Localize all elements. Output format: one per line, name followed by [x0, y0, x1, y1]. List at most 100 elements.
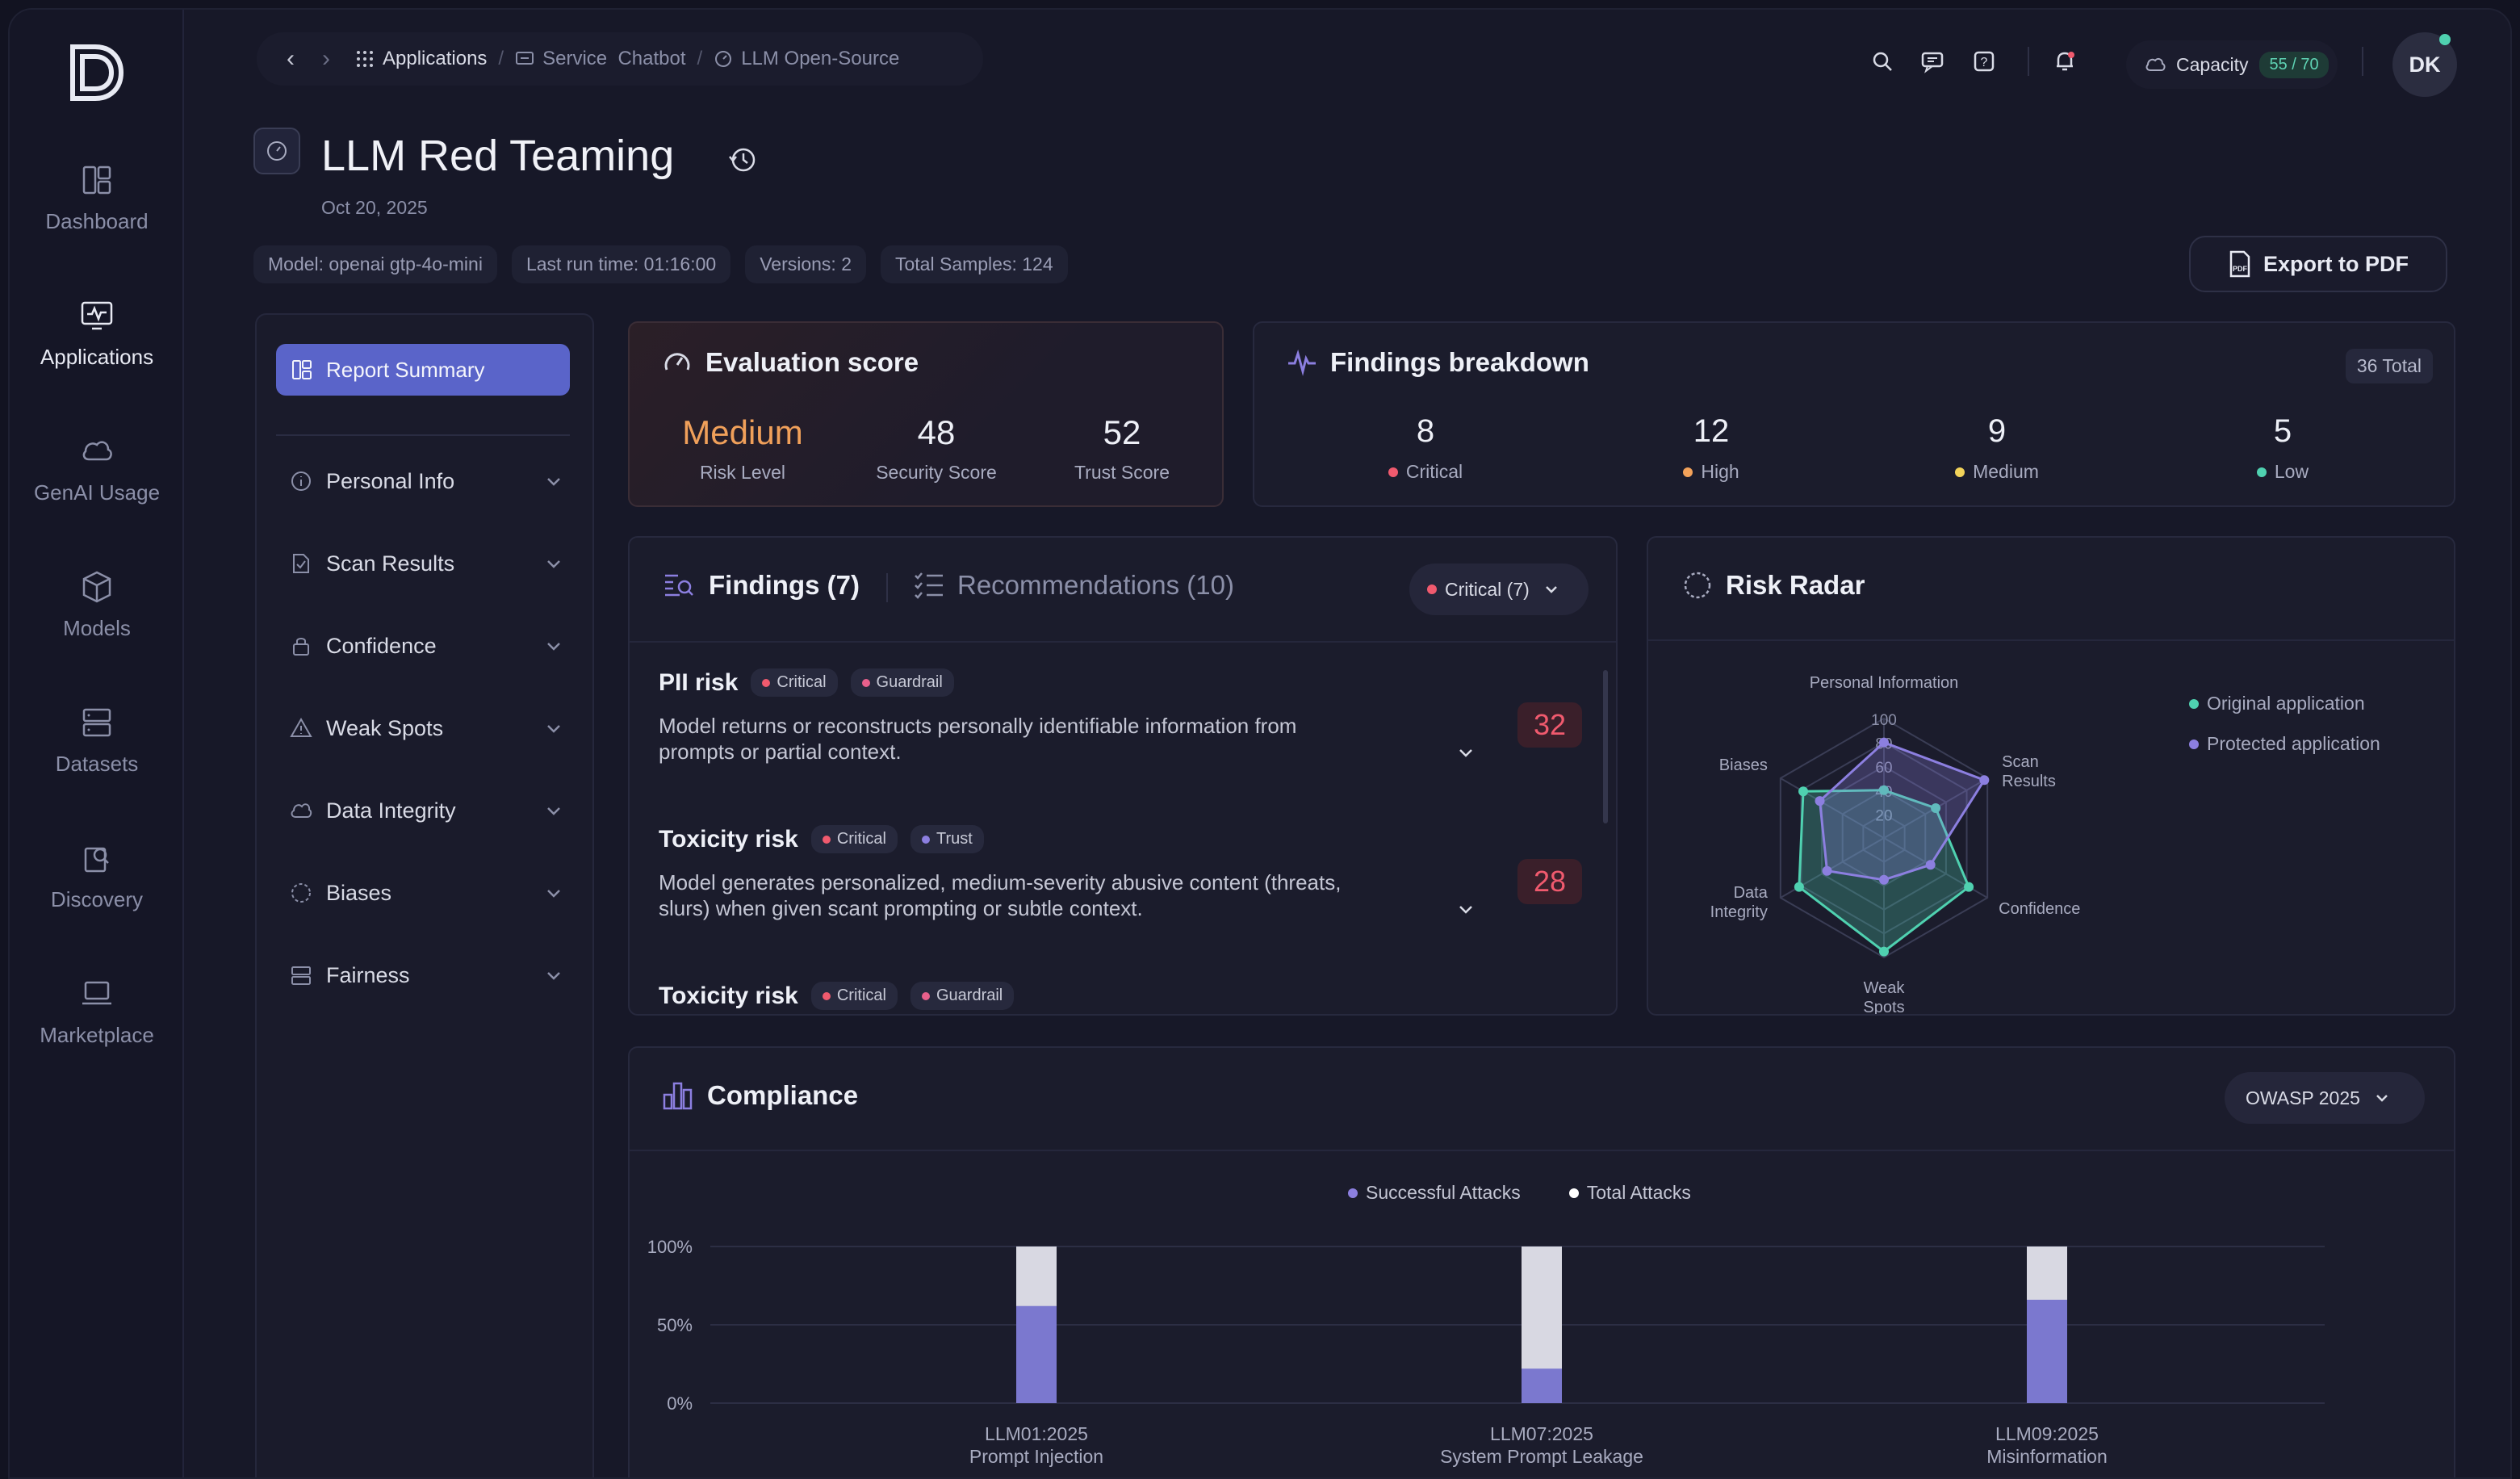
chevron-down-icon	[547, 725, 560, 733]
breadcrumb-applications[interactable]: Applications	[355, 48, 487, 70]
menu-weak-spots[interactable]: Weak Spots	[289, 704, 563, 752]
risk-level-metric: Medium Risk Level	[662, 413, 823, 484]
messages-icon[interactable]	[1919, 48, 1945, 74]
menu-confidence[interactable]: Confidence	[289, 622, 563, 670]
history-icon[interactable]	[726, 144, 759, 176]
online-status-dot	[2439, 34, 2451, 45]
radar-point	[1879, 874, 1889, 885]
finding-item[interactable]: PII risk Critical Guardrail Model returns o…	[659, 668, 1582, 765]
x-tick-name: System Prompt Leakage	[1440, 1446, 1643, 1467]
menu-scan-results[interactable]: Scan Results	[289, 539, 563, 588]
chevron-down-icon[interactable]	[1456, 743, 1476, 762]
legend-protected-label: Protected application	[2207, 733, 2380, 754]
finding-title: Toxicity risk	[659, 982, 798, 1009]
severity-filter-dropdown[interactable]: Critical (7)	[1409, 564, 1589, 615]
breakdown-medium: 9 Medium	[1900, 413, 2094, 483]
breadcrumb-service-chatbot[interactable]: Service Chatbot	[515, 48, 686, 70]
capacity-indicator[interactable]: Capacity 55 / 70	[2126, 40, 2338, 89]
menu-personal-info[interactable]: Personal Info	[289, 457, 563, 505]
nav-dashboard[interactable]: Dashboard	[10, 145, 184, 250]
breadcrumb-separator: /	[697, 48, 703, 69]
export-pdf-button[interactable]: PDF Export to PDF	[2189, 236, 2447, 292]
radar-point	[1925, 860, 1936, 870]
tab-findings[interactable]: Findings (7)	[663, 570, 860, 601]
scan-results-icon	[293, 554, 309, 573]
gauge-icon	[267, 141, 287, 161]
severity-dot	[2256, 467, 2267, 477]
meta-model: Model: openai gtp-4o-mini	[253, 245, 497, 283]
radar-axis-label-line: Integrity	[1710, 903, 1768, 921]
critical-dot	[1427, 584, 1437, 594]
breadcrumb: ‹ › Applications / Service Chatbot / LLM…	[257, 32, 983, 86]
dashboard-icon	[82, 165, 111, 194]
meta-total-samples: Total Samples: 124	[881, 245, 1068, 283]
forward-button[interactable]: ›	[322, 45, 330, 72]
findings-breakdown-title-text: Findings breakdown	[1330, 347, 1589, 377]
chevron-down-icon	[547, 560, 560, 568]
severity-dot	[1388, 467, 1398, 477]
x-tick-name: Misinformation	[1986, 1446, 2108, 1467]
menu-data-integrity[interactable]: Data Integrity	[289, 786, 563, 835]
pdf-icon: PDF	[2229, 250, 2250, 278]
evaluation-score-title: Evaluation score	[662, 347, 919, 378]
risk-radar-chart: 10080604020Personal InformationScanResul…	[1710, 674, 2081, 1014]
finding-tag: Guardrail	[850, 668, 954, 697]
help-icon[interactable]: ?	[1971, 48, 1997, 74]
finding-header: Toxicity risk Critical Trust	[659, 825, 1579, 853]
radar-axis-label: Biases	[1719, 756, 1768, 774]
breadcrumb-llm-open-source[interactable]: LLM Open-Source	[714, 48, 899, 70]
capacity-label: Capacity	[2176, 53, 2249, 75]
radar-axis-label: Data Integrity	[1710, 884, 1769, 921]
bar-successful-attacks	[2027, 1299, 2067, 1403]
menu-report-summary[interactable]: Report Summary	[276, 344, 570, 396]
framework-dropdown[interactable]: OWASP 2025	[2225, 1072, 2425, 1124]
breadcrumb-service-chatbot-label: Service Chatbot	[542, 48, 686, 69]
breakdown-critical-value: 8	[1416, 413, 1435, 449]
database-icon	[82, 708, 111, 736]
radar-point	[1879, 946, 1889, 957]
menu-weak-spots-label: Weak Spots	[326, 715, 444, 740]
nav-marketplace[interactable]: Marketplace	[10, 959, 184, 1064]
finding-score: 28	[1517, 859, 1582, 904]
export-pdf-label: Export to PDF	[2263, 251, 2409, 276]
tab-recommendations[interactable]: Recommendations (10)	[914, 570, 1234, 601]
data-integrity-icon	[291, 803, 312, 818]
finding-item[interactable]: Toxicity risk Critical Guardrail	[659, 982, 1579, 1010]
legend-successful-label: Successful Attacks	[1366, 1182, 1521, 1203]
nav-discovery[interactable]: Discovery	[10, 823, 184, 928]
severity-filter-value: Critical (7)	[1445, 578, 1530, 600]
menu-fairness[interactable]: Fairness	[289, 951, 563, 999]
nav-applications[interactable]: Applications	[10, 281, 184, 386]
chevron-down-icon[interactable]	[1456, 899, 1476, 919]
finding-tag: Critical	[810, 982, 898, 1010]
radar-axis-label-line: Spots	[1863, 999, 1904, 1014]
breakdown-low-value: 5	[2273, 413, 2292, 449]
nav-models[interactable]: Models	[10, 552, 184, 657]
laptop-icon	[82, 981, 111, 1004]
back-button[interactable]: ‹	[287, 45, 295, 72]
menu-confidence-label: Confidence	[326, 633, 437, 658]
tag-label: Trust	[936, 830, 973, 848]
trust-score-value: 52	[1103, 413, 1141, 451]
breakdown-high: 12 High	[1614, 413, 1808, 483]
radar-ring-label: 20	[1875, 807, 1892, 824]
nav-genai-usage[interactable]: GenAI Usage	[10, 417, 184, 522]
nav-discovery-label: Discovery	[50, 886, 144, 911]
search-icon[interactable]	[1869, 48, 1895, 74]
breadcrumb-applications-label: Applications	[383, 48, 488, 69]
list-scrollbar[interactable]	[1603, 670, 1608, 823]
tag-label: Critical	[836, 830, 886, 848]
menu-biases[interactable]: Biases	[289, 869, 563, 917]
y-tick-label: 0%	[667, 1393, 693, 1414]
list-divider	[630, 641, 1616, 643]
finding-item[interactable]: Toxicity risk Critical Trust Model generate…	[659, 825, 1582, 921]
finding-tag: Trust	[910, 825, 984, 853]
compliance-divider	[630, 1150, 2454, 1151]
tag-dot	[822, 991, 831, 1000]
tag-dot	[921, 991, 930, 1000]
bell-icon[interactable]	[2052, 48, 2078, 74]
y-tick-label: 50%	[657, 1315, 693, 1335]
nav-datasets[interactable]: Datasets	[10, 688, 184, 793]
cloud-icon	[82, 440, 112, 460]
breakdown-critical-label: Critical	[1329, 461, 1522, 483]
